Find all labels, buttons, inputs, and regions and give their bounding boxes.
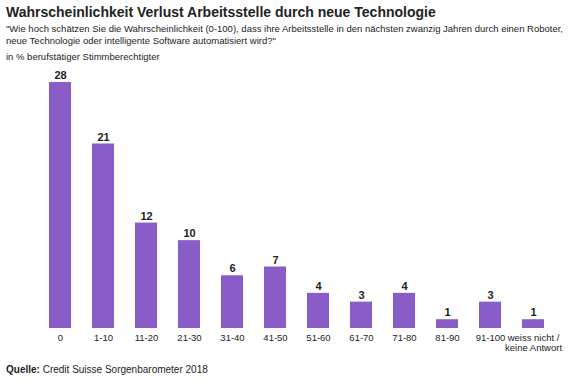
html-text:in % berufstätiger Stimmberech: in % berufstätiger Stimmberechtigter (6, 51, 160, 62)
svg-text:21: 21 (97, 131, 109, 143)
svg-text:4: 4 (315, 280, 322, 292)
svg-text:81-90: 81-90 (435, 332, 459, 343)
svg-text:61-70: 61-70 (349, 332, 373, 343)
svg-text:6: 6 (229, 262, 235, 274)
svg-text:41-50: 41-50 (263, 332, 287, 343)
svg-text:51-60: 51-60 (306, 332, 330, 343)
svg-text:1: 1 (444, 306, 450, 318)
svg-text:7: 7 (272, 254, 278, 266)
html-text:Wahrscheinlichkeit Verlust Arb: Wahrscheinlichkeit Verlust Arbeitsstelle… (6, 4, 436, 20)
svg-text:91-100: 91-100 (476, 332, 506, 343)
svg-text:21-30: 21-30 (177, 332, 201, 343)
svg-text:3: 3 (487, 289, 493, 301)
svg-text:1: 1 (530, 306, 536, 318)
svg-text:12: 12 (140, 210, 152, 222)
html-text:Quelle: Credit Suisse Sorgenba: Quelle: Credit Suisse Sorgenbarometer 20… (6, 364, 208, 375)
svg-text:0: 0 (58, 332, 63, 343)
svg-text:31-40: 31-40 (220, 332, 244, 343)
svg-text:71-80: 71-80 (392, 332, 416, 343)
svg-text:4: 4 (401, 280, 408, 292)
svg-text:11-20: 11-20 (135, 332, 159, 343)
html-text:"Wie hoch schätzen Sie die Wah: "Wie hoch schätzen Sie die Wahrscheinlic… (6, 23, 563, 46)
svg-text:1-10: 1-10 (94, 332, 113, 343)
svg-text:10: 10 (183, 227, 195, 239)
svg-text:28: 28 (54, 69, 66, 81)
svg-text:weiss nicht /keine Antwort: weiss nicht /keine Antwort (505, 332, 562, 353)
svg-text:3: 3 (358, 289, 364, 301)
